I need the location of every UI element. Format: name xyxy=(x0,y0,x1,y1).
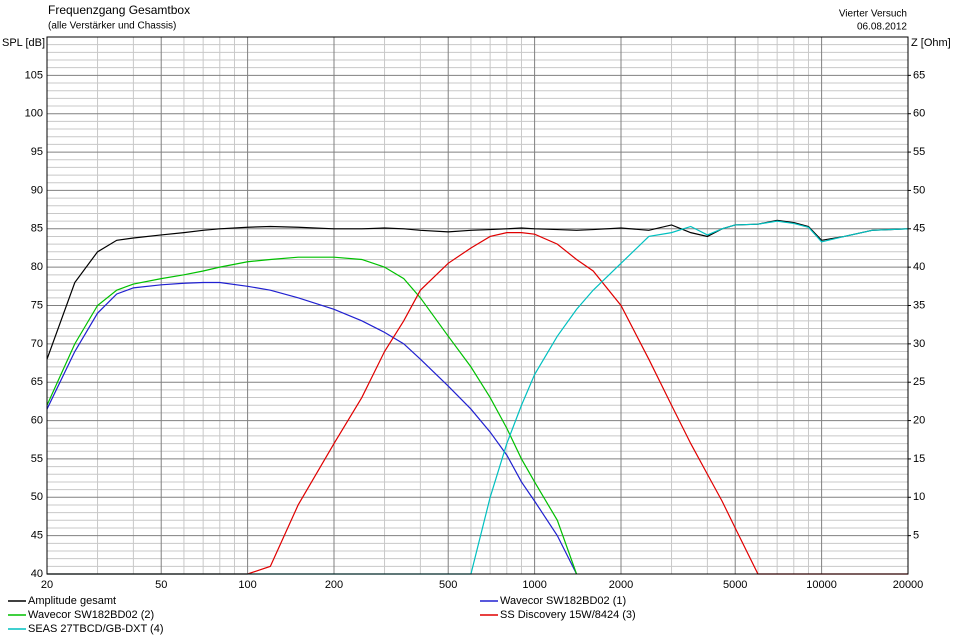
y2-axis-label: Z [Ohm] xyxy=(911,37,951,49)
y2-tick-label: 45 xyxy=(913,223,925,235)
legend-label: Amplitude gesamt xyxy=(28,595,116,607)
y-tick-label: 70 xyxy=(31,338,43,350)
y2-tick-label: 30 xyxy=(913,338,925,350)
y-tick-label: 80 xyxy=(31,261,43,273)
y-tick-label: 60 xyxy=(31,414,43,426)
annotation: Vierter Versuch xyxy=(839,9,907,20)
x-tick-label: 100 xyxy=(238,579,256,591)
y-tick-label: 85 xyxy=(31,223,43,235)
y-tick-label: 90 xyxy=(31,184,43,196)
y-tick-label: 45 xyxy=(31,530,43,542)
y2-tick-label: 20 xyxy=(913,414,925,426)
y2-tick-label: 40 xyxy=(913,261,925,273)
y-tick-label: 100 xyxy=(25,108,43,120)
y2-tick-label: 5 xyxy=(913,530,919,542)
x-tick-label: 10000 xyxy=(806,579,837,591)
y-tick-label: 75 xyxy=(31,299,43,311)
x-tick-label: 500 xyxy=(439,579,457,591)
y2-tick-label: 60 xyxy=(913,108,925,120)
y2-tick-label: 15 xyxy=(913,453,925,465)
x-tick-label: 1000 xyxy=(522,579,546,591)
x-tick-label: 20000 xyxy=(893,579,924,591)
chart-subtitle: (alle Verstärker und Chassis) xyxy=(48,21,176,32)
y2-tick-label: 10 xyxy=(913,491,925,503)
legend-label: SEAS 27TBCD/GB-DXT (4) xyxy=(28,623,164,635)
y2-tick-label: 55 xyxy=(913,146,925,158)
legend-label: SS Discovery 15W/8424 (3) xyxy=(500,609,636,621)
x-tick-label: 50 xyxy=(155,579,167,591)
y2-tick-label: 65 xyxy=(913,69,925,81)
y-tick-label: 50 xyxy=(31,491,43,503)
y2-tick-label: 50 xyxy=(913,184,925,196)
y2-tick-label: 35 xyxy=(913,299,925,311)
y2-tick-label: 25 xyxy=(913,376,925,388)
chart-title: Frequenzgang Gesamtbox xyxy=(48,3,190,17)
y-tick-label: 65 xyxy=(31,376,43,388)
series-line xyxy=(46,281,578,575)
y-tick-label: 40 xyxy=(31,568,43,580)
y-tick-label: 55 xyxy=(31,453,43,465)
y-tick-label: 105 xyxy=(25,69,43,81)
series-line xyxy=(46,256,578,575)
legend-label: Wavecor SW182BD02 (1) xyxy=(500,595,626,607)
y-tick-label: 95 xyxy=(31,146,43,158)
labels: 20 50 100 200 500 1000 2000 5000 10000 20000 40 45 5… xyxy=(8,69,925,635)
x-tick-label: 200 xyxy=(325,579,343,591)
y-axis-label: SPL [dB] xyxy=(2,37,45,49)
x-tick-label: 20 xyxy=(41,579,53,591)
x-tick-label: 5000 xyxy=(723,579,747,591)
legend-label: Wavecor SW182BD02 (2) xyxy=(28,609,154,621)
x-tick-label: 2000 xyxy=(609,579,633,591)
annotation: 06.08.2012 xyxy=(857,22,907,33)
